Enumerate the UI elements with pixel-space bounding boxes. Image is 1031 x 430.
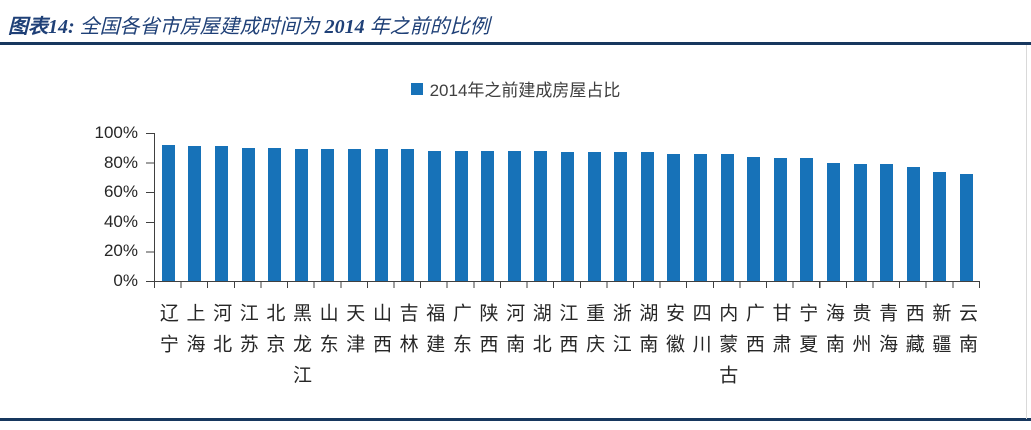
x-axis-label: 北京 <box>263 303 285 365</box>
x-axis-label: 宁夏 <box>796 303 818 365</box>
bar <box>188 146 202 281</box>
bar <box>427 150 441 281</box>
legend-label: 2014年之前建成房屋占比 <box>429 81 621 100</box>
bar <box>800 158 814 281</box>
figure-title-year: 2014 <box>324 16 365 38</box>
x-axis-labels: 辽宁 上海 河北 江苏 北京 黑龙江 山东 天津 山西 吉林 福建 广东 陕西 河南 湖北 江西 重庆 浙江 湖南安… <box>154 303 980 396</box>
bar <box>215 146 229 281</box>
x-axis-label: 四川 <box>689 303 711 365</box>
x-axis-label: 天津 <box>343 303 365 365</box>
x-axis-label: 浙江 <box>609 303 631 365</box>
x-axis-label: 青海 <box>876 303 898 365</box>
bar <box>161 144 175 281</box>
x-axis-label: 山西 <box>369 303 391 365</box>
chart-legend: 2014年之前建成房屋占比 <box>0 76 1031 101</box>
x-axis-label: 辽宁 <box>156 303 178 365</box>
bar <box>960 174 974 281</box>
x-axis-label: 吉林 <box>396 303 418 365</box>
bar <box>560 152 574 281</box>
legend-square-icon <box>410 82 423 95</box>
x-axis-label: 湖北 <box>529 303 551 365</box>
x-axis-label: 江西 <box>556 303 578 365</box>
bar <box>906 167 920 281</box>
bar <box>747 156 761 281</box>
bar <box>294 149 308 281</box>
bar <box>853 164 867 281</box>
x-axis-label: 新疆 <box>929 303 951 365</box>
bar <box>348 149 362 281</box>
x-axis-label: 江苏 <box>236 303 258 365</box>
pane-right-edge <box>1026 45 1027 419</box>
plot-area <box>154 133 980 282</box>
x-axis-label: 上海 <box>183 303 205 365</box>
x-axis-label: 内蒙古 <box>716 303 738 396</box>
bottom-divider <box>0 418 1031 421</box>
bar <box>827 162 841 281</box>
bar <box>640 152 654 281</box>
bar <box>241 147 255 281</box>
figure-title: 图表14: 全国各省市房屋建成时间为 2014 年之前的比例 <box>8 10 490 39</box>
bar <box>321 149 335 281</box>
x-axis-label: 山东 <box>316 303 338 365</box>
bar <box>268 147 282 281</box>
bar <box>720 153 734 281</box>
figure-title-text: 全国各省市房屋建成时间为 <box>74 16 325 38</box>
figure-title-suffix: 年之前的比例 <box>364 16 490 38</box>
x-axis-label: 黑龙江 <box>290 303 312 396</box>
bar <box>667 153 681 281</box>
bar <box>534 150 548 281</box>
bar <box>933 171 947 281</box>
x-axis-label: 海南 <box>822 303 844 365</box>
x-axis-label: 重庆 <box>583 303 605 365</box>
bar <box>374 149 388 281</box>
y-axis-labels: 100% 80% 60% 40% 20% 0% <box>94 123 138 290</box>
x-axis-label: 福建 <box>423 303 445 365</box>
x-axis-label: 安徽 <box>662 303 684 365</box>
title-divider <box>0 42 1031 45</box>
x-axis-label: 河北 <box>210 303 232 365</box>
bars-container <box>155 133 980 281</box>
x-axis-label: 广东 <box>449 303 471 365</box>
y-axis-ticks <box>146 133 154 282</box>
bar <box>481 150 495 281</box>
bar <box>773 158 787 281</box>
x-axis-label: 云南 <box>956 303 978 365</box>
x-axis-label: 湖南 <box>636 303 658 365</box>
bar <box>401 149 415 281</box>
bar <box>587 152 601 281</box>
bar <box>693 153 707 281</box>
x-axis-label: 贵州 <box>849 303 871 365</box>
figure-title-number: 图表14: <box>8 16 75 38</box>
bar <box>454 150 468 281</box>
x-axis-label: 广西 <box>742 303 764 365</box>
x-axis-ticks <box>154 282 981 288</box>
bar <box>614 152 628 281</box>
x-axis-label: 河南 <box>503 303 525 365</box>
x-axis-label: 西藏 <box>902 303 924 365</box>
bar <box>880 164 894 281</box>
x-axis-label: 甘肃 <box>769 303 791 365</box>
bar <box>507 150 521 281</box>
x-axis-label: 陕西 <box>476 303 498 365</box>
